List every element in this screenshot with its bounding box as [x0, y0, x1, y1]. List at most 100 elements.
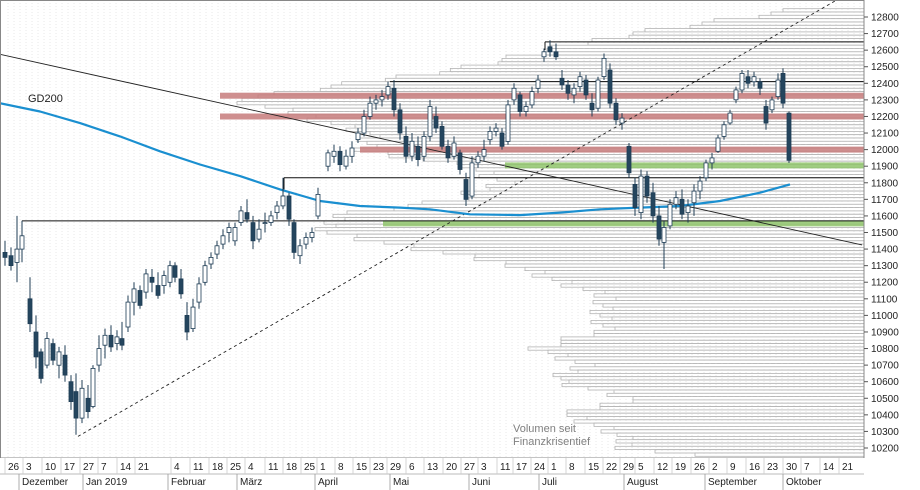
candle-body [85, 397, 91, 412]
volume-bar [631, 442, 865, 447]
x-day-label: 27 [464, 462, 476, 473]
candle-body [90, 367, 96, 407]
volume-bar [379, 134, 865, 139]
candle-body [493, 127, 499, 132]
volume-bar [592, 300, 865, 305]
y-tick-label: 12300 [871, 95, 899, 106]
y-tick-label: 10400 [871, 410, 899, 421]
volume-bar [460, 64, 865, 69]
candle [114, 330, 120, 351]
candle [547, 40, 553, 57]
y-tick-label: 12600 [871, 46, 899, 57]
candle [14, 215, 20, 283]
candle [33, 315, 39, 369]
candle [161, 270, 167, 294]
candle [244, 199, 250, 223]
candle-body [44, 338, 50, 366]
candle [607, 63, 613, 109]
candle [208, 252, 214, 269]
candle-body [125, 301, 131, 328]
candle [2, 240, 8, 266]
volume-bar [654, 449, 865, 454]
candle-body [650, 192, 656, 217]
candle-body [421, 135, 427, 157]
candle-body [523, 106, 529, 112]
volume-bar [567, 353, 865, 358]
volume-bar [383, 240, 865, 245]
x-day-label: 18 [286, 462, 298, 473]
x-month-label: Jan 2019 [86, 477, 128, 488]
candle [589, 93, 595, 117]
candle-body [632, 183, 638, 208]
candle-body [499, 132, 505, 147]
volume-bar [568, 379, 865, 384]
y-tick-label: 10800 [871, 344, 899, 355]
volume-bar [599, 313, 865, 318]
volume-bar [593, 329, 865, 334]
candle-body [143, 273, 149, 293]
gd200-line [0, 102, 791, 217]
volume-bar [589, 309, 865, 315]
candle [297, 239, 303, 264]
volume-bar [593, 422, 865, 427]
volume-bar [560, 283, 865, 288]
candle [303, 232, 309, 250]
candle [709, 152, 715, 170]
volume-bar [770, 11, 865, 16]
candle-body [220, 235, 226, 245]
candle [202, 260, 208, 286]
x-day-label: 6 [409, 462, 415, 473]
volume-bar [547, 349, 865, 354]
candle [439, 121, 445, 150]
volume-bar [590, 319, 865, 325]
volume-bar [593, 333, 865, 338]
x-day-label: 23 [767, 462, 779, 473]
zone-band [220, 92, 864, 99]
candle-body [367, 102, 373, 117]
candle [172, 262, 178, 283]
candle-body [38, 351, 44, 379]
candle [619, 113, 625, 130]
x-day-label: 5 [638, 462, 644, 473]
candle-body [172, 265, 178, 278]
moving-average [0, 102, 791, 217]
x-day-label: 13 [427, 462, 439, 473]
y-tick-label: 10700 [871, 361, 899, 372]
candle [487, 126, 493, 145]
candle-body [385, 86, 391, 96]
candle-body [238, 210, 244, 223]
volume-bar [612, 306, 865, 311]
candle [685, 199, 691, 223]
candle-body [268, 215, 274, 223]
y-tick-label: 12500 [871, 62, 899, 73]
candle-body [469, 162, 475, 197]
candle-body [553, 51, 559, 58]
candle-body [451, 142, 457, 157]
candle [638, 169, 644, 220]
y-tick-label: 12700 [871, 29, 899, 40]
volume-bar [560, 336, 865, 341]
zone-band [383, 220, 864, 227]
candle-body [291, 222, 297, 253]
candle [571, 83, 577, 104]
volume-bar [613, 425, 865, 431]
candle [79, 380, 85, 424]
x-month-label: Mai [393, 477, 409, 488]
candle-body [415, 145, 421, 161]
candle-body [19, 235, 25, 250]
candle-body [214, 245, 220, 255]
candle [739, 70, 745, 94]
candle-body [244, 212, 250, 220]
x-day-label: 15 [356, 462, 368, 473]
volume-bar [326, 230, 865, 235]
candle [529, 86, 535, 109]
candle-body [62, 354, 68, 376]
candle [262, 212, 268, 233]
y-tick-label: 11600 [871, 211, 899, 222]
x-day-label: 27 [83, 462, 95, 473]
candle [196, 277, 202, 309]
candle-body [167, 265, 173, 283]
volume-bar [422, 157, 865, 162]
candle [125, 295, 131, 332]
